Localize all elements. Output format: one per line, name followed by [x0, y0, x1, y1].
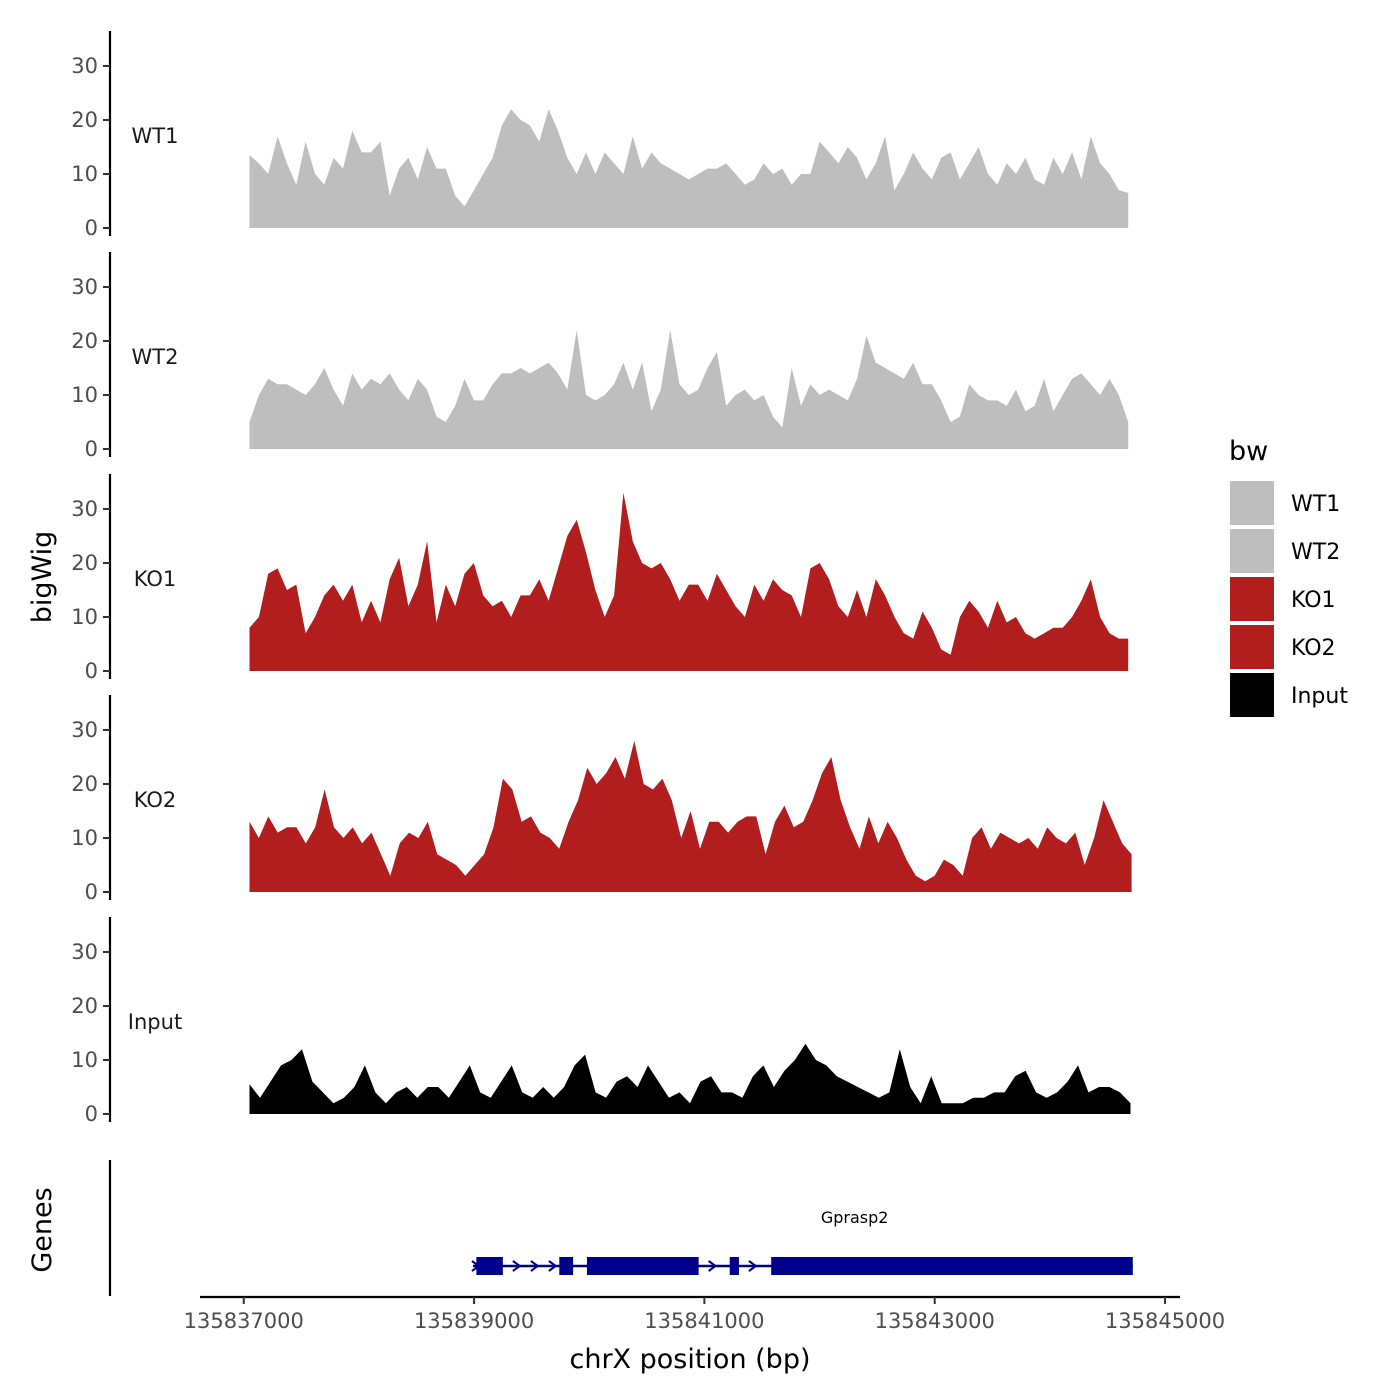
strand-arrow	[512, 1260, 522, 1272]
gene-name-label: Gprasp2	[821, 1208, 889, 1227]
x-tick-label: 135837000	[184, 1309, 304, 1333]
legend-label: KO2	[1291, 636, 1336, 661]
x-tick-label: 135839000	[414, 1309, 534, 1333]
y-tick-label: 20	[71, 551, 98, 575]
y-tick-label: 0	[85, 216, 98, 240]
strand-arrow	[748, 1260, 758, 1272]
track-label: Input	[128, 1010, 182, 1034]
y-tick-label: 0	[85, 437, 98, 461]
x-tick-label: 135845000	[1105, 1309, 1225, 1333]
y-tick-label: 0	[85, 880, 98, 904]
track-ko1: 0 10 20 30 KO1	[71, 474, 1129, 683]
legend-swatch-input	[1230, 673, 1274, 717]
track-label: WT1	[132, 124, 179, 148]
y-tick-label: 10	[71, 162, 98, 186]
x-tick-label: 135841000	[644, 1309, 764, 1333]
gene-exon	[559, 1257, 574, 1275]
legend-label: KO1	[1291, 588, 1336, 613]
legend-label: WT2	[1291, 540, 1340, 565]
y-tick-label: 20	[71, 994, 98, 1018]
y-tick-label: 30	[71, 54, 98, 78]
y-tick-label: 30	[71, 718, 98, 742]
legend-swatch-ko1	[1230, 577, 1274, 621]
y-tick-label: 10	[71, 1048, 98, 1072]
strand-arrow	[708, 1260, 718, 1272]
x-axis-title: chrX position (bp)	[569, 1344, 810, 1375]
track-wt2: 0 10 20 30 WT2	[71, 252, 1129, 461]
track-label: KO1	[134, 567, 177, 591]
y-tick-label: 10	[71, 383, 98, 407]
track-input: 0 10 20 30 Input	[71, 917, 1131, 1126]
strand-arrow	[530, 1260, 540, 1272]
genes-panel: Gprasp2	[108, 1160, 1133, 1296]
signal-area-wt1	[249, 109, 1129, 228]
legend: bw WT1 WT2 KO1 KO2 Input	[1229, 436, 1348, 717]
track-ko2: 0 10 20 30 KO2	[71, 695, 1132, 904]
legend-swatch-ko2	[1230, 625, 1274, 669]
legend-swatch-wt1	[1230, 481, 1274, 525]
gene-gprasp2: Gprasp2	[471, 1208, 1133, 1275]
x-tick-label: 135843000	[875, 1309, 995, 1333]
y-tick-label: 20	[71, 772, 98, 796]
signal-area-ko2	[249, 740, 1132, 892]
signal-area-ko1	[249, 492, 1129, 671]
signal-area-input	[249, 1043, 1131, 1114]
y-tick-label: 30	[71, 497, 98, 521]
strand-arrow	[548, 1260, 558, 1272]
y-tick-label: 20	[71, 329, 98, 353]
y-tick-label: 0	[85, 1102, 98, 1126]
legend-label: Input	[1291, 684, 1348, 709]
y-tick-label: 10	[71, 826, 98, 850]
track-wt1: 0 10 20 30 WT1	[71, 31, 1129, 240]
y-axis-title: bigWig	[27, 531, 58, 624]
signal-area-wt2	[249, 330, 1129, 449]
signal-tracks: 0 10 20 30 WT1 0 10 20 30 WT2 0 10 20 30 KO1 0 10 20 30 KO2…	[71, 31, 1132, 1126]
legend-swatch-wt2	[1230, 529, 1274, 573]
y-tick-label: 0	[85, 659, 98, 683]
gene-exon	[729, 1257, 739, 1275]
track-label: WT2	[132, 345, 179, 369]
y-tick-label: 10	[71, 605, 98, 629]
y-tick-label: 20	[71, 108, 98, 132]
y-tick-label: 30	[71, 940, 98, 964]
gene-exon	[476, 1257, 503, 1275]
legend-label: WT1	[1291, 492, 1340, 517]
y-tick-label: 30	[71, 275, 98, 299]
gene-exon	[771, 1257, 1133, 1275]
x-axis: 135837000 135839000 135841000 135843000 1358…	[184, 1295, 1225, 1333]
legend-title: bw	[1229, 436, 1268, 467]
gene-exon	[586, 1257, 699, 1275]
track-label: KO2	[134, 788, 177, 812]
genes-axis-title: Genes	[27, 1187, 58, 1272]
